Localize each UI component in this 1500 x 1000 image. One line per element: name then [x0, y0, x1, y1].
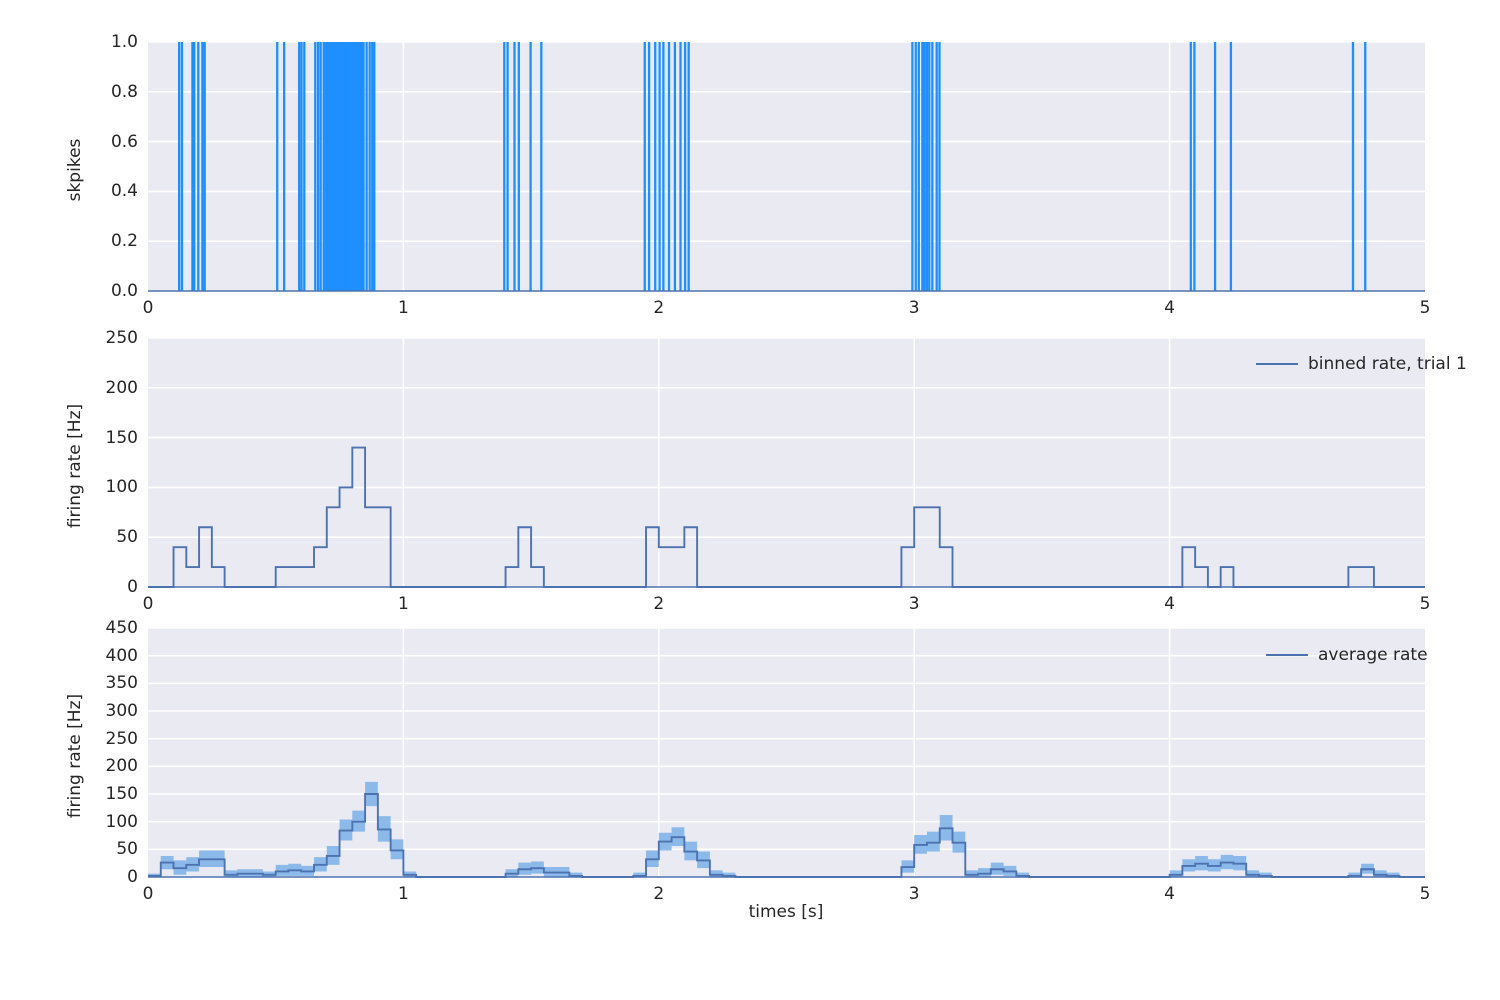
y-tick-label: 0.2: [110, 231, 138, 252]
y-tick-label: 150: [105, 784, 138, 804]
legend-label-average: average rate: [1318, 645, 1428, 665]
y-tick-label: 100: [105, 811, 138, 832]
x-tick-label: 2: [653, 884, 665, 904]
y-tick-label: 0.0: [110, 281, 138, 301]
y-tick-label: 300: [105, 701, 138, 721]
x-tick-label: 0: [142, 594, 154, 614]
x-tick-label: 1: [397, 594, 409, 614]
y-tick-label: 450: [105, 618, 138, 638]
x-tick-label: 5: [1419, 298, 1431, 318]
average-rate-error-band: [148, 781, 1425, 877]
y-tick-label: 350: [105, 673, 138, 694]
x-axis-label: times [s]: [748, 902, 824, 922]
y-axis-label-raster: skpikes: [65, 138, 85, 202]
y-tick-label: 250: [105, 728, 138, 749]
binned-rate-plot-area: [148, 337, 1425, 588]
plot-background-average: [148, 628, 1425, 877]
y-tick-label: 0: [127, 577, 138, 597]
y-tick-label: 200: [105, 756, 138, 777]
x-tick-label: 5: [1419, 884, 1431, 904]
x-tick-label: 5: [1419, 594, 1431, 614]
panel-binned-rate: [148, 337, 1425, 588]
x-tick-label: 0: [142, 884, 154, 904]
y-tick-label: 250: [105, 328, 138, 348]
y-tick-label: 200: [105, 377, 138, 398]
raster-plot-area: [148, 41, 1425, 292]
x-tick-label: 4: [1164, 298, 1176, 318]
x-tick-label: 1: [397, 884, 409, 904]
y-tick-label: 100: [105, 477, 138, 498]
y-tick-label: 0.6: [110, 131, 138, 152]
panel-spike-raster: [148, 41, 1425, 292]
y-tick-label: 50: [116, 527, 138, 548]
x-tick-label: 1: [397, 298, 409, 318]
y-tick-label: 150: [105, 427, 138, 448]
legend-line-swatch-average: [1266, 654, 1308, 656]
y-tick-label: 0.4: [110, 181, 138, 202]
x-tick-label: 0: [142, 298, 154, 318]
x-tick-label: 2: [653, 298, 665, 318]
x-tick-label: 3: [908, 594, 920, 614]
y-tick-label: 0.8: [110, 81, 138, 102]
y-axis-label-binned: firing rate [Hz]: [65, 403, 85, 529]
x-tick-label: 3: [908, 298, 920, 318]
spike-ticks: [178, 42, 1367, 291]
binned-rate-line: [148, 446, 1425, 588]
x-tick-label: 4: [1164, 594, 1176, 614]
x-tick-label: 2: [653, 594, 665, 614]
y-tick-label: 0: [127, 867, 138, 887]
legend-label-binned: binned rate, trial 1: [1308, 354, 1467, 374]
panel-average-rate: [148, 627, 1425, 878]
legend-line-swatch-binned: [1256, 363, 1298, 365]
plot-background-binned: [148, 338, 1425, 587]
average-rate-plot-area: [148, 627, 1425, 878]
legend-average-rate: average rate: [1266, 645, 1428, 665]
x-tick-label: 4: [1164, 884, 1176, 904]
y-tick-label: 400: [105, 645, 138, 666]
legend-binned-rate: binned rate, trial 1: [1256, 354, 1467, 374]
y-tick-label: 50: [116, 839, 138, 860]
y-axis-label-average: firing rate [Hz]: [65, 693, 85, 819]
x-tick-label: 3: [908, 884, 920, 904]
y-tick-label: 1.0: [110, 32, 138, 52]
